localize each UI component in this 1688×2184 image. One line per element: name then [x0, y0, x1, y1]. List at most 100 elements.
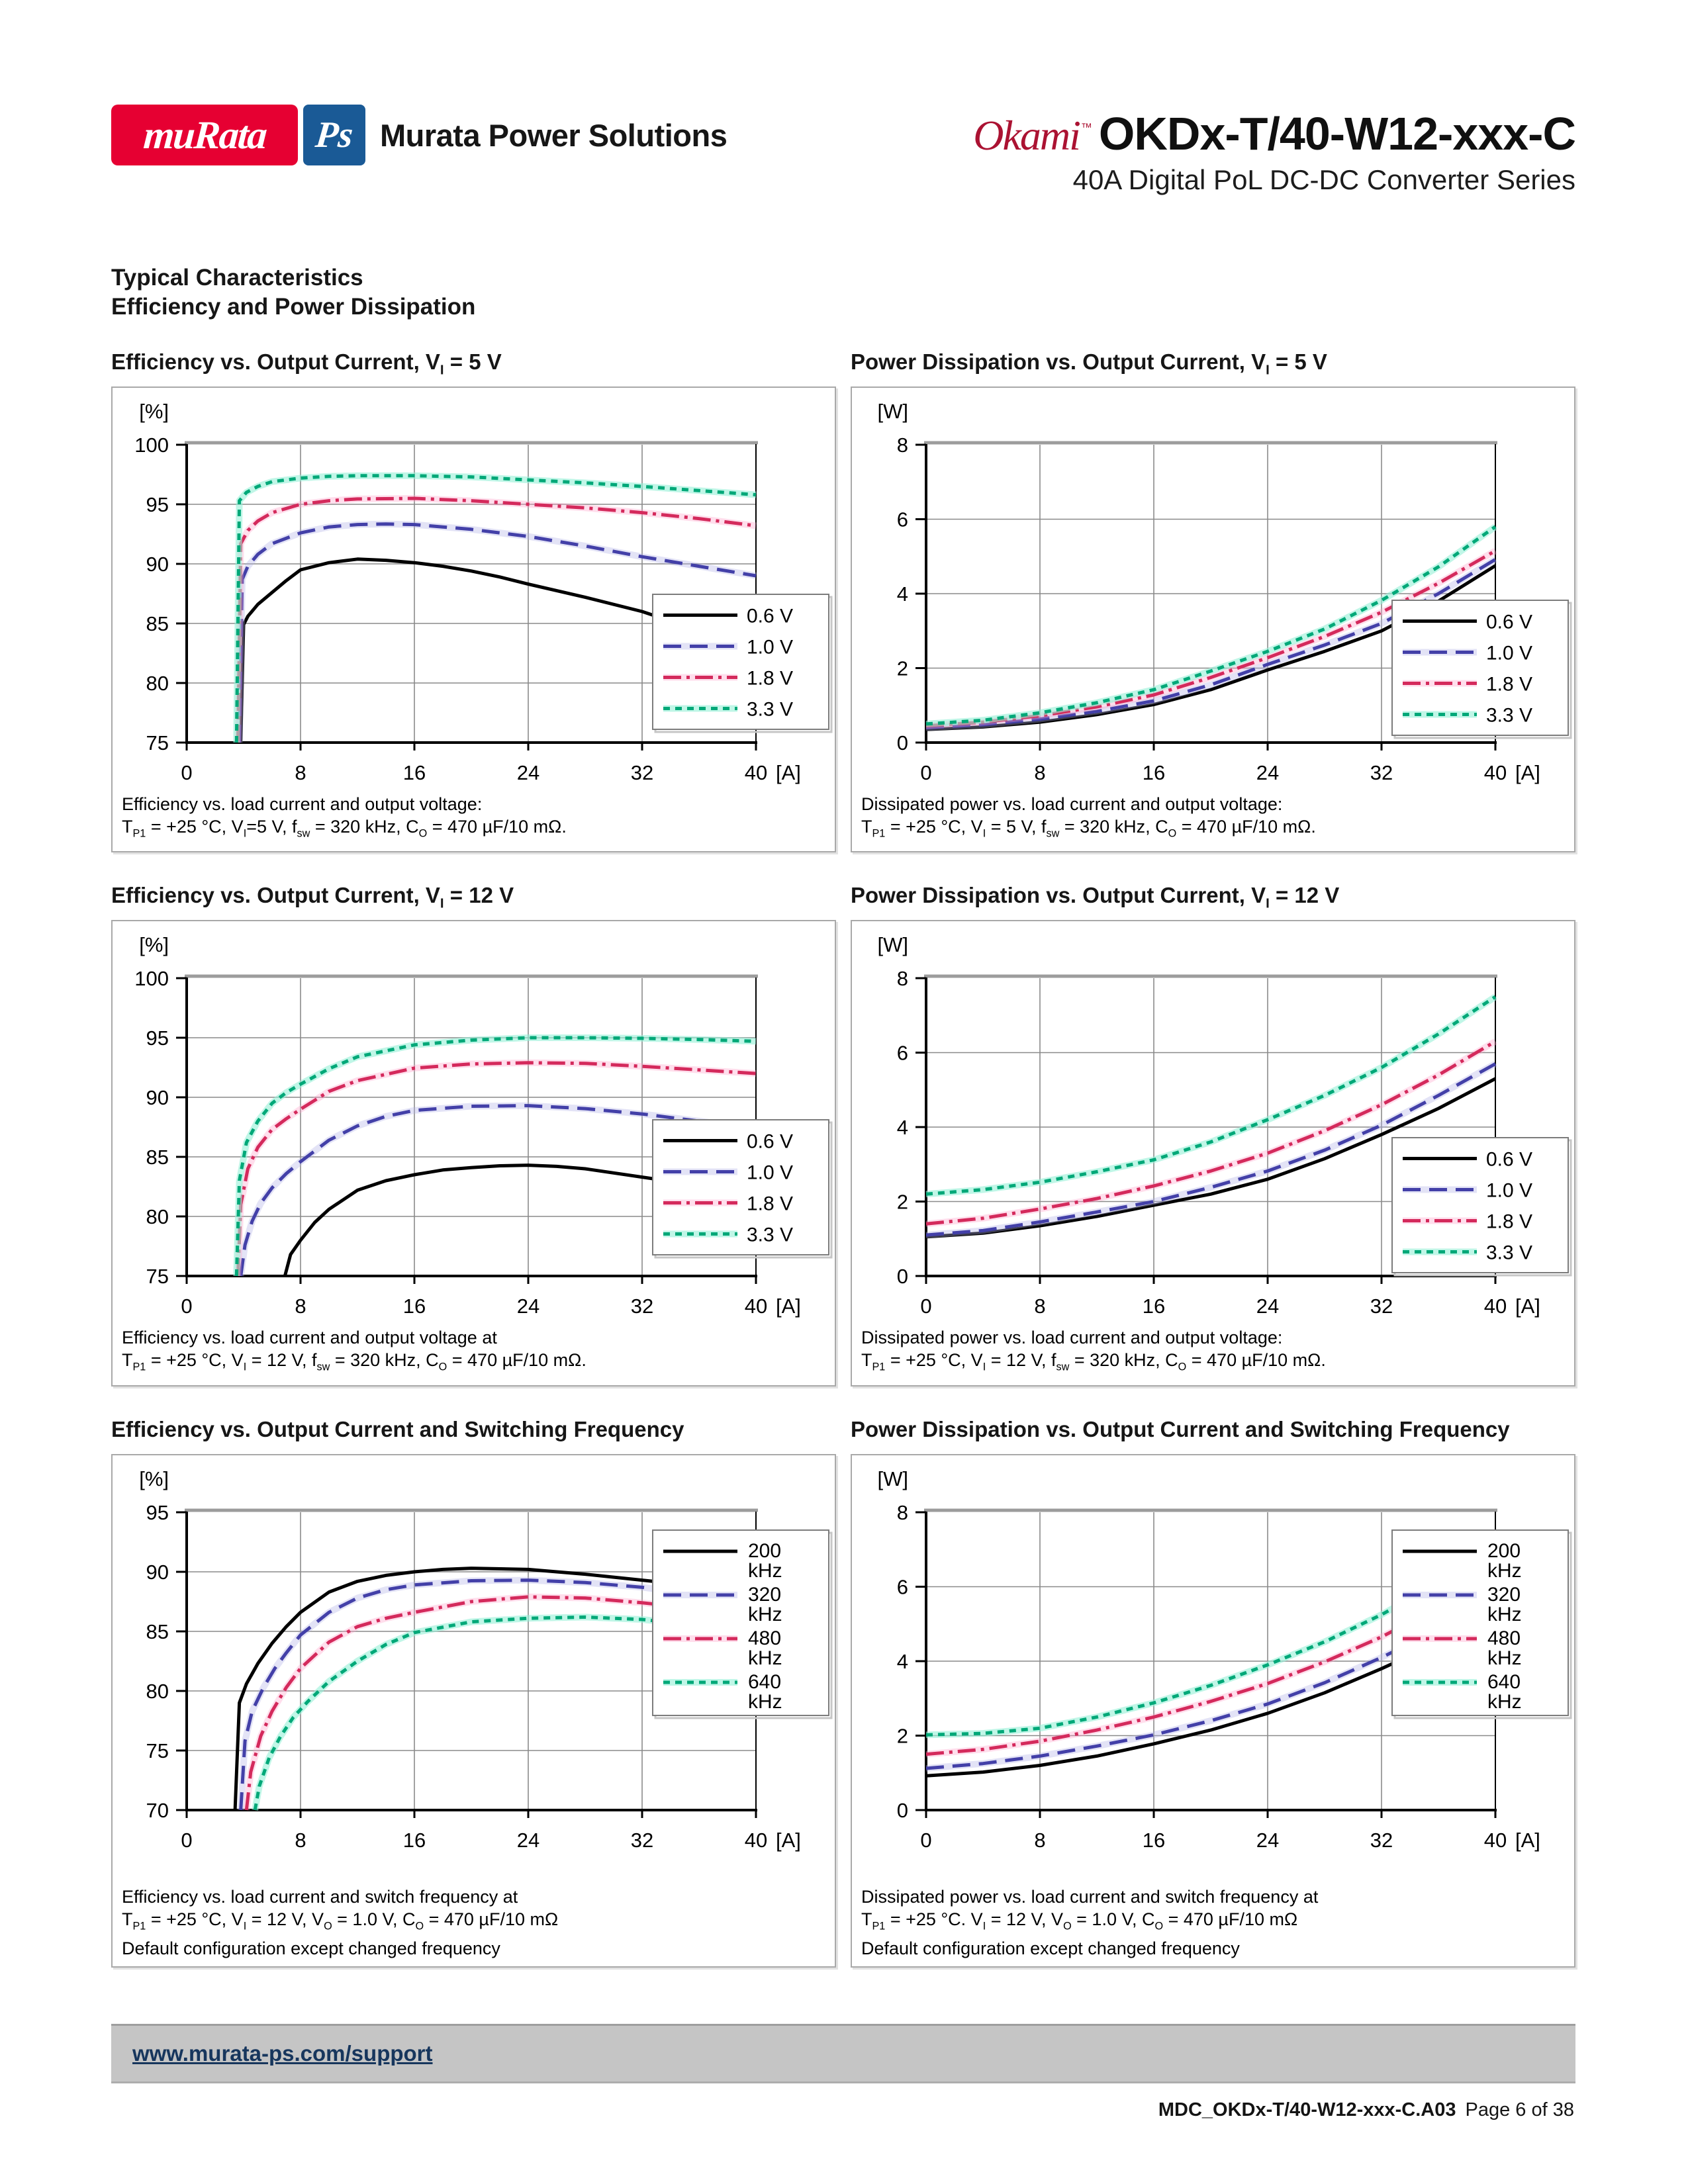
- legend-label: 3.3 V: [1486, 1242, 1532, 1264]
- section-heading-line2: Efficiency and Power Dissipation: [111, 294, 476, 320]
- series-line-3.3-V: [234, 1036, 757, 1277]
- legend-label: 0.6 V: [747, 1131, 793, 1153]
- y-tick-label: 100: [134, 967, 169, 990]
- x-tick-label: 32: [1370, 761, 1393, 784]
- y-tick-label: 95: [146, 1501, 169, 1524]
- y-tick-label: 95: [146, 1026, 169, 1050]
- chart-title: Power Dissipation vs. Output Current and…: [851, 1416, 1510, 1441]
- legend-label: 480: [748, 1627, 781, 1649]
- murata-logo-red-box: muRata: [111, 105, 298, 165]
- legend-label: 3.3 V: [1486, 705, 1532, 727]
- caption-line: Dissipated power vs. load current and sw…: [861, 1886, 1319, 1907]
- product-title-block: Okami ™ OKDx-T/40-W12-xxx-C 40A Digital …: [973, 105, 1576, 196]
- y-tick-label: 85: [146, 1146, 169, 1169]
- chart-caption: Efficiency vs. load current and output v…: [113, 1326, 835, 1378]
- y-tick-label: 70: [146, 1799, 169, 1822]
- y-tick-label: 6: [897, 1575, 908, 1598]
- product-title-line: Okami ™ OKDx-T/40-W12-xxx-C: [973, 107, 1576, 160]
- legend-label: kHz: [748, 1647, 782, 1669]
- x-tick-label: 16: [1143, 1295, 1165, 1318]
- chart-caption: Dissipated power vs. load current and ou…: [852, 1326, 1574, 1378]
- caption-line: Dissipated power vs. load current and ou…: [861, 1328, 1283, 1348]
- trademark-symbol: ™: [1080, 121, 1092, 134]
- x-tick-label: 8: [1034, 1829, 1045, 1852]
- legend-label: 1.0 V: [1486, 1180, 1532, 1202]
- charts-grid: Efficiency vs. Output Current, VI = 5 V …: [111, 349, 1575, 1998]
- x-tick-label: 0: [181, 1295, 192, 1318]
- legend-label: 1.8 V: [747, 668, 793, 690]
- y-tick-label: 6: [897, 508, 908, 531]
- y-tick-label: 6: [897, 1042, 908, 1065]
- series-line-640-kHz: [925, 1544, 1497, 1737]
- x-tick-label: 24: [517, 1829, 539, 1852]
- y-tick-label: 8: [897, 433, 908, 457]
- chart-block-efficiency-12v: Efficiency vs. Output Current, VI = 12 V…: [111, 883, 836, 1387]
- legend-label: 3.3 V: [747, 1224, 793, 1246]
- chart-block-efficiency-5v: Efficiency vs. Output Current, VI = 5 V …: [111, 349, 836, 853]
- x-tick-label: 0: [920, 1295, 931, 1318]
- legend-label: 200: [1487, 1540, 1521, 1562]
- y-unit-label: [W]: [878, 400, 909, 423]
- chart-box: 0 2 4 6 8 0 8 16 24 32 40 [W] [A] 0.6 V 1.0 V 1.8 V 3.3 …: [851, 920, 1575, 1387]
- caption-line: TP1 = +25 °C, VI = 12 V, VO = 1.0 V, CO …: [122, 1909, 559, 1933]
- y-tick-label: 90: [146, 1086, 169, 1109]
- section-heading-line1: Typical Characteristics: [111, 265, 363, 291]
- footer-bar: www.murata-ps.com/support: [111, 2024, 1575, 2083]
- y-tick-label: 85: [146, 1620, 169, 1643]
- legend-label: kHz: [1487, 1560, 1522, 1582]
- x-tick-label: 40: [745, 761, 767, 784]
- murata-logo-text: Murata Power Solutions: [380, 117, 727, 153]
- legend-label: kHz: [1487, 1691, 1522, 1713]
- document-footer-line: MDC_OKDx-T/40-W12-xxx-C.A03 Page 6 of 38: [1158, 2099, 1574, 2121]
- x-tick-label: 32: [631, 761, 653, 784]
- legend: 0.6 V 1.0 V 1.8 V 3.3 V: [652, 1119, 833, 1259]
- chart-block-power-5v: Power Dissipation vs. Output Current, VI…: [851, 349, 1575, 853]
- x-tick-label: 8: [295, 1295, 306, 1318]
- chart-caption: Efficiency vs. load current and switch f…: [113, 1886, 835, 1960]
- y-tick-label: 75: [146, 731, 169, 754]
- y-tick-label: 2: [897, 1724, 908, 1747]
- x-tick-label: 0: [181, 761, 192, 784]
- series-lines: [233, 1566, 757, 1811]
- x-tick-label: 32: [1370, 1295, 1393, 1318]
- y-tick-label: 2: [897, 1191, 908, 1214]
- legend: 0.6 V 1.0 V 1.8 V 3.3 V: [1391, 600, 1572, 739]
- x-tick-label: 8: [295, 761, 306, 784]
- caption-line: Dissipated power vs. load current and ou…: [861, 794, 1283, 814]
- chart-block-efficiency-frequency: Efficiency vs. Output Current and Switch…: [111, 1417, 836, 1968]
- chart-title: Efficiency vs. Output Current, VI = 5 V: [111, 349, 502, 378]
- chart-box: 75 80 85 90 95 100 0 8 16 24 32 40 [%] [A] 0.6 V 1.0 V 1…: [111, 920, 836, 1387]
- chart-caption: Dissipated power vs. load current and ou…: [852, 793, 1574, 844]
- legend-label: 1.8 V: [1486, 1211, 1532, 1233]
- legend: 0.6 V 1.0 V 1.8 V 3.3 V: [1391, 1137, 1572, 1277]
- series-line-0.6-V: [283, 1163, 757, 1277]
- y-tick-label: 75: [146, 1739, 169, 1762]
- page-number: Page 6 of 38: [1465, 2099, 1574, 2120]
- y-unit-label: [W]: [878, 1467, 909, 1490]
- legend-label: 320: [748, 1584, 781, 1606]
- legend-label: 480: [1487, 1627, 1521, 1649]
- legend-box: [1391, 1529, 1569, 1716]
- chart-caption: Efficiency vs. load current and output v…: [113, 793, 835, 844]
- y-tick-label: 90: [146, 1561, 169, 1584]
- chart-box: 0 2 4 6 8 0 8 16 24 32 40 [W] [A] 200 kHz 320 kHz 480 kHz 6…: [851, 1453, 1575, 1968]
- x-unit-label: [A]: [1515, 1829, 1540, 1852]
- y-tick-label: 2: [897, 657, 908, 680]
- series-line-640-kHz: [253, 1615, 757, 1811]
- support-link[interactable]: www.murata-ps.com/support: [132, 2041, 433, 2066]
- y-tick-label: 80: [146, 1680, 169, 1703]
- x-tick-label: 8: [1034, 761, 1045, 784]
- caption-line: TP1 = +25 °C, VI = 12 V, fsw = 320 kHz, …: [122, 1350, 586, 1373]
- chart-title: Efficiency vs. Output Current and Switch…: [111, 1416, 684, 1441]
- murata-logo-wordmark: muRata: [142, 113, 267, 157]
- caption-line: TP1 = +25 °C. VI = 12 V, VO = 1.0 V, CO …: [861, 1909, 1298, 1933]
- y-unit-label: [%]: [139, 400, 169, 423]
- y-tick-label: 95: [146, 493, 169, 516]
- series-line-3.3-V: [234, 474, 757, 743]
- y-tick-label: 100: [134, 433, 169, 457]
- series-line-480-kHz: [244, 1595, 757, 1811]
- x-tick-label: 40: [1484, 1295, 1507, 1318]
- efficiency-5v-chart: 75 80 85 90 95 100 0 8 16 24 32 40 [%] [A] 0.6 V 1.0 V 1…: [134, 400, 833, 784]
